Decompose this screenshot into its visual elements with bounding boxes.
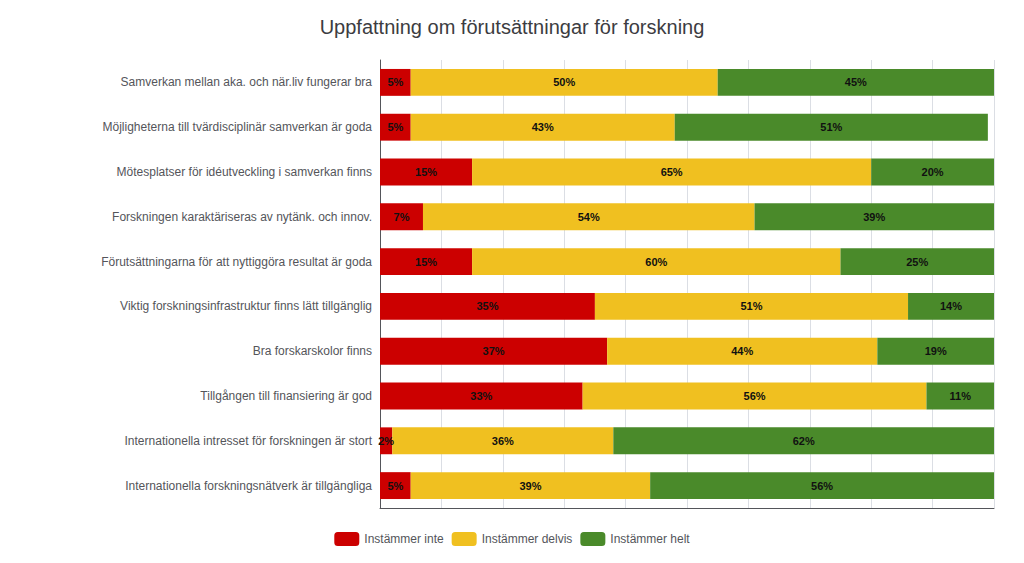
svg-text:Viktig forskningsinfrastruktur: Viktig forskningsinfrastruktur finns lät… bbox=[120, 299, 372, 313]
svg-text:Instämmer inte: Instämmer inte bbox=[364, 532, 444, 546]
svg-text:Internationella intresset för: Internationella intresset för forskninge… bbox=[125, 434, 373, 448]
svg-text:11%: 11% bbox=[950, 390, 972, 402]
svg-text:14%: 14% bbox=[940, 300, 962, 312]
svg-text:2%: 2% bbox=[378, 435, 394, 447]
svg-text:5%: 5% bbox=[387, 480, 403, 492]
svg-text:20%: 20% bbox=[922, 166, 944, 178]
svg-text:Tillgången till finansiering ä: Tillgången till finansiering är god bbox=[200, 389, 372, 403]
svg-text:39%: 39% bbox=[519, 480, 541, 492]
svg-text:51%: 51% bbox=[740, 300, 762, 312]
svg-text:45%: 45% bbox=[845, 76, 867, 88]
svg-text:33%: 33% bbox=[470, 390, 492, 402]
svg-text:37%: 37% bbox=[483, 345, 505, 357]
svg-text:54%: 54% bbox=[578, 211, 600, 223]
svg-text:56%: 56% bbox=[744, 390, 766, 402]
svg-text:15%: 15% bbox=[415, 166, 437, 178]
svg-text:15%: 15% bbox=[415, 256, 437, 268]
svg-text:Bra forskarskolor finns: Bra forskarskolor finns bbox=[253, 344, 372, 358]
svg-text:35%: 35% bbox=[476, 300, 498, 312]
svg-text:Forskningen karaktäriseras av: Forskningen karaktäriseras av nytänk. oc… bbox=[112, 210, 372, 224]
svg-text:51%: 51% bbox=[820, 121, 842, 133]
svg-text:Instämmer delvis: Instämmer delvis bbox=[482, 532, 573, 546]
svg-text:Uppfattning om förutsättningar: Uppfattning om förutsättningar för forsk… bbox=[320, 16, 705, 38]
svg-text:62%: 62% bbox=[793, 435, 815, 447]
svg-text:44%: 44% bbox=[731, 345, 753, 357]
svg-text:Samverkan mellan aka. och när.: Samverkan mellan aka. och när.liv funger… bbox=[121, 75, 373, 89]
svg-text:5%: 5% bbox=[387, 121, 403, 133]
svg-text:7%: 7% bbox=[394, 211, 410, 223]
svg-text:Internationella forskningsnätv: Internationella forskningsnätverk är til… bbox=[125, 479, 372, 493]
svg-text:60%: 60% bbox=[645, 256, 667, 268]
svg-text:56%: 56% bbox=[811, 480, 833, 492]
svg-text:Förutsättningarna för att nytt: Förutsättningarna för att nyttiggöra res… bbox=[101, 255, 372, 269]
svg-text:Mötesplatser för idéutveckling: Mötesplatser för idéutveckling i samverk… bbox=[117, 165, 372, 179]
svg-text:19%: 19% bbox=[925, 345, 947, 357]
svg-text:25%: 25% bbox=[906, 256, 928, 268]
svg-text:39%: 39% bbox=[863, 211, 885, 223]
svg-text:43%: 43% bbox=[532, 121, 554, 133]
svg-text:65%: 65% bbox=[661, 166, 683, 178]
svg-text:Instämmer helt: Instämmer helt bbox=[610, 532, 690, 546]
svg-text:50%: 50% bbox=[553, 76, 575, 88]
svg-text:Möjligheterna till tvärdiscipl: Möjligheterna till tvärdisciplinär samve… bbox=[103, 120, 373, 134]
svg-text:36%: 36% bbox=[492, 435, 514, 447]
svg-text:5%: 5% bbox=[387, 76, 403, 88]
